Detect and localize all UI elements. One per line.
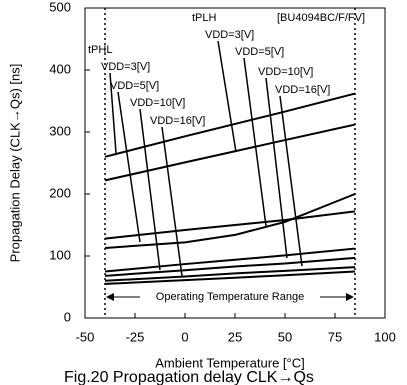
x-tick-label: 25 — [228, 329, 242, 344]
annotation: tPLH — [192, 12, 217, 24]
range-label: Operating Temperature Range — [156, 291, 304, 303]
annotation: VDD=3[V] — [101, 61, 150, 73]
y-axis-label: Propagation Delay (CLK→Qs) [ns] — [7, 64, 22, 263]
leader-line — [117, 91, 141, 243]
series-line — [104, 266, 356, 282]
annotation: tPHL — [88, 44, 112, 56]
range-label-bg — [140, 289, 320, 304]
x-tick-label: -50 — [76, 329, 95, 344]
series-line — [104, 270, 356, 285]
series-line — [104, 123, 356, 182]
y-tick-label: 400 — [49, 61, 71, 76]
leader-line — [279, 95, 303, 267]
leader-line — [265, 77, 288, 259]
series-line — [104, 247, 356, 273]
annotation: VDD=16[V] — [275, 84, 330, 96]
annotation: VDD=10[V] — [258, 66, 313, 78]
leader-line — [161, 126, 183, 277]
annotation: VDD=10[V] — [130, 97, 185, 109]
x-tick-label: -25 — [126, 329, 145, 344]
x-tick-label: 100 — [374, 329, 396, 344]
caption: Fig.20 Propagation delay CLK→Qs — [64, 369, 314, 385]
annotation: VDD=16[V] — [150, 115, 205, 127]
x-tick-label: 50 — [278, 329, 292, 344]
series-line — [104, 256, 356, 277]
annotation: VDD=5[V] — [110, 80, 159, 92]
series-line — [104, 210, 356, 240]
y-tick-label: 500 — [49, 0, 71, 14]
leader-line — [109, 72, 117, 154]
x-tick-label: 75 — [328, 329, 342, 344]
leader-line — [243, 57, 267, 227]
leader-line — [217, 40, 237, 153]
leader-line — [139, 108, 161, 271]
y-tick-label: 0 — [64, 309, 71, 324]
x-tick-label: 0 — [181, 329, 188, 344]
y-tick-label: 100 — [49, 247, 71, 262]
annotation: VDD=5[V] — [235, 46, 284, 58]
y-tick-label: 200 — [49, 185, 71, 200]
annotation: VDD=3[V] — [205, 29, 254, 41]
x-axis-label: Ambient Temperature [°C] — [155, 355, 304, 370]
annotation: [BU4094BC/F/FV] — [277, 12, 365, 24]
y-tick-label: 300 — [49, 123, 71, 138]
series-line — [104, 92, 356, 158]
series-line — [104, 193, 356, 249]
